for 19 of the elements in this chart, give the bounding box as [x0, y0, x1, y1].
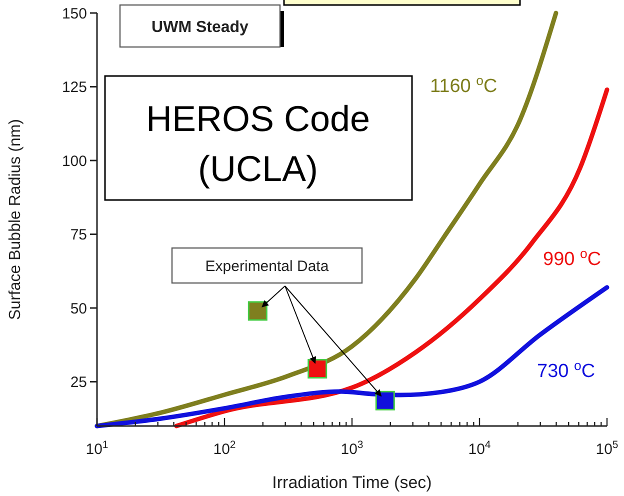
annotation: Experimental Data [205, 258, 330, 275]
y-tick-label: 75 [70, 226, 87, 244]
series-label: 990 $^{o}$C [543, 246, 602, 270]
x-tick-label: 10$^{5}$ [596, 439, 618, 458]
annotation: HEROS Code (UCLA) [146, 98, 370, 189]
series-label: 1160 $^{o}$C [430, 72, 498, 97]
x-tick-label: 10$^{4}$ [468, 439, 491, 458]
y-axis-title: Surface Bubble Radius (nm) [7, 119, 24, 320]
y-tick-label: 100 [62, 152, 87, 170]
x-tick-label: 10$^{1}$ [86, 439, 108, 458]
y-tick-label: 125 [62, 79, 87, 96]
x-tick-label: 10$^{2}$ [213, 439, 236, 458]
y-tick-label: 50 [70, 300, 87, 318]
y-tick-label: 25 [70, 374, 87, 391]
x-axis-title: Irradiation Time (sec) [272, 473, 432, 492]
y-tick-label: 150 [62, 5, 87, 22]
series-label: 730 $^{o}$C [537, 358, 596, 382]
annotation: UWM Steady [152, 19, 249, 36]
x-tick-label: 10$^{3}$ [340, 439, 364, 458]
